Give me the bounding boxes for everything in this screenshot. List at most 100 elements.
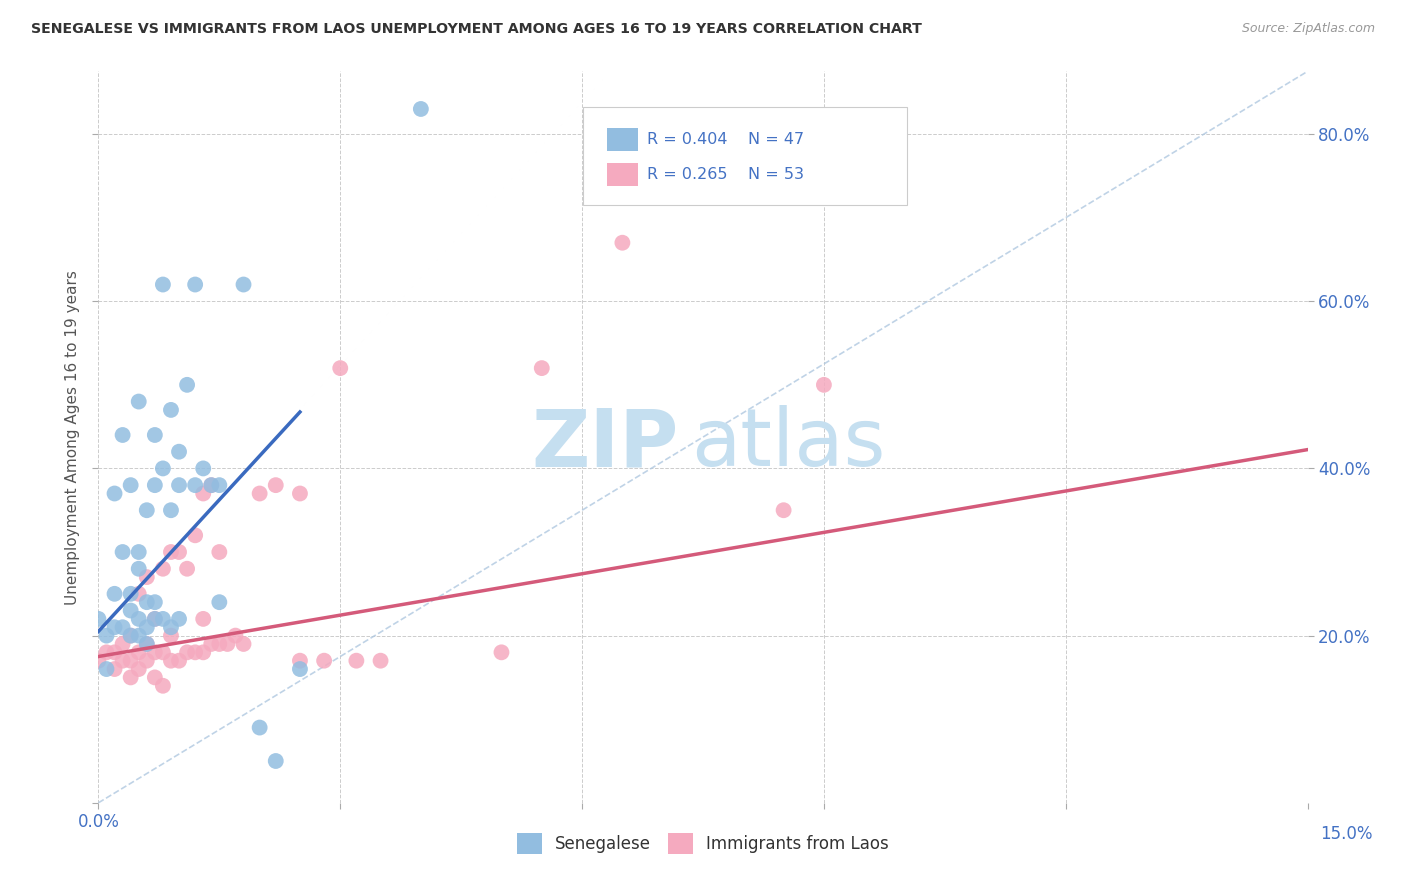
- Point: [813, 377, 835, 392]
- Point: [176, 562, 198, 576]
- Point: [143, 612, 166, 626]
- Point: [167, 654, 190, 668]
- Point: [128, 645, 150, 659]
- Point: [264, 478, 287, 492]
- Point: [120, 654, 142, 668]
- Point: [208, 478, 231, 492]
- Point: [128, 394, 150, 409]
- Point: [152, 461, 174, 475]
- Point: [135, 637, 157, 651]
- Point: [152, 679, 174, 693]
- Text: SENEGALESE VS IMMIGRANTS FROM LAOS UNEMPLOYMENT AMONG AGES 16 TO 19 YEARS CORREL: SENEGALESE VS IMMIGRANTS FROM LAOS UNEMP…: [31, 22, 922, 37]
- Point: [167, 478, 190, 492]
- Point: [288, 654, 311, 668]
- Point: [208, 595, 231, 609]
- Point: [193, 486, 215, 500]
- Point: [128, 612, 150, 626]
- Point: [143, 612, 166, 626]
- Y-axis label: Unemployment Among Ages 16 to 19 years: Unemployment Among Ages 16 to 19 years: [65, 269, 80, 605]
- Point: [314, 654, 336, 668]
- Point: [232, 637, 254, 651]
- Point: [612, 235, 634, 250]
- Point: [184, 478, 207, 492]
- Point: [329, 361, 352, 376]
- Point: [176, 645, 198, 659]
- Point: [143, 428, 166, 442]
- Point: [111, 428, 134, 442]
- Point: [288, 662, 311, 676]
- Point: [160, 503, 183, 517]
- Point: [135, 503, 157, 517]
- Point: [135, 620, 157, 634]
- Point: [167, 444, 190, 458]
- Point: [103, 620, 125, 634]
- Point: [152, 277, 174, 292]
- Point: [103, 486, 125, 500]
- Point: [120, 603, 142, 617]
- Point: [167, 612, 190, 626]
- Point: [200, 637, 222, 651]
- Point: [96, 645, 118, 659]
- Point: [530, 361, 553, 376]
- Text: ZIP: ZIP: [531, 405, 679, 483]
- Point: [184, 277, 207, 292]
- Point: [103, 645, 125, 659]
- Text: atlas: atlas: [690, 405, 886, 483]
- Point: [160, 620, 183, 634]
- Point: [135, 637, 157, 651]
- Point: [184, 645, 207, 659]
- Point: [111, 545, 134, 559]
- Point: [143, 595, 166, 609]
- Point: [120, 629, 142, 643]
- Point: [87, 654, 110, 668]
- Point: [143, 478, 166, 492]
- Point: [167, 545, 190, 559]
- Point: [491, 645, 513, 659]
- Point: [103, 587, 125, 601]
- Point: [193, 461, 215, 475]
- Point: [200, 478, 222, 492]
- Point: [128, 587, 150, 601]
- Point: [135, 595, 157, 609]
- Point: [232, 277, 254, 292]
- Point: [111, 620, 134, 634]
- Text: R = 0.404    N = 47: R = 0.404 N = 47: [647, 132, 804, 146]
- Point: [96, 662, 118, 676]
- Point: [370, 654, 392, 668]
- Point: [120, 670, 142, 684]
- Point: [160, 654, 183, 668]
- Point: [128, 629, 150, 643]
- Point: [160, 545, 183, 559]
- Point: [249, 486, 271, 500]
- Point: [193, 645, 215, 659]
- Point: [120, 629, 142, 643]
- Text: 15.0%: 15.0%: [1320, 825, 1372, 843]
- Point: [128, 662, 150, 676]
- Point: [160, 403, 183, 417]
- Point: [111, 654, 134, 668]
- Point: [184, 528, 207, 542]
- Point: [344, 654, 367, 668]
- Point: [128, 562, 150, 576]
- Point: [208, 545, 231, 559]
- Point: [96, 629, 118, 643]
- Point: [176, 377, 198, 392]
- Point: [152, 612, 174, 626]
- Point: [288, 486, 311, 500]
- Point: [143, 645, 166, 659]
- Point: [120, 478, 142, 492]
- Point: [103, 662, 125, 676]
- Text: Source: ZipAtlas.com: Source: ZipAtlas.com: [1241, 22, 1375, 36]
- Point: [152, 645, 174, 659]
- Point: [200, 478, 222, 492]
- Legend: Senegalese, Immigrants from Laos: Senegalese, Immigrants from Laos: [510, 827, 896, 860]
- Point: [409, 102, 432, 116]
- Point: [217, 637, 239, 651]
- Point: [120, 587, 142, 601]
- Point: [193, 612, 215, 626]
- Point: [128, 545, 150, 559]
- Point: [152, 562, 174, 576]
- Point: [772, 503, 794, 517]
- Point: [135, 570, 157, 584]
- Point: [143, 670, 166, 684]
